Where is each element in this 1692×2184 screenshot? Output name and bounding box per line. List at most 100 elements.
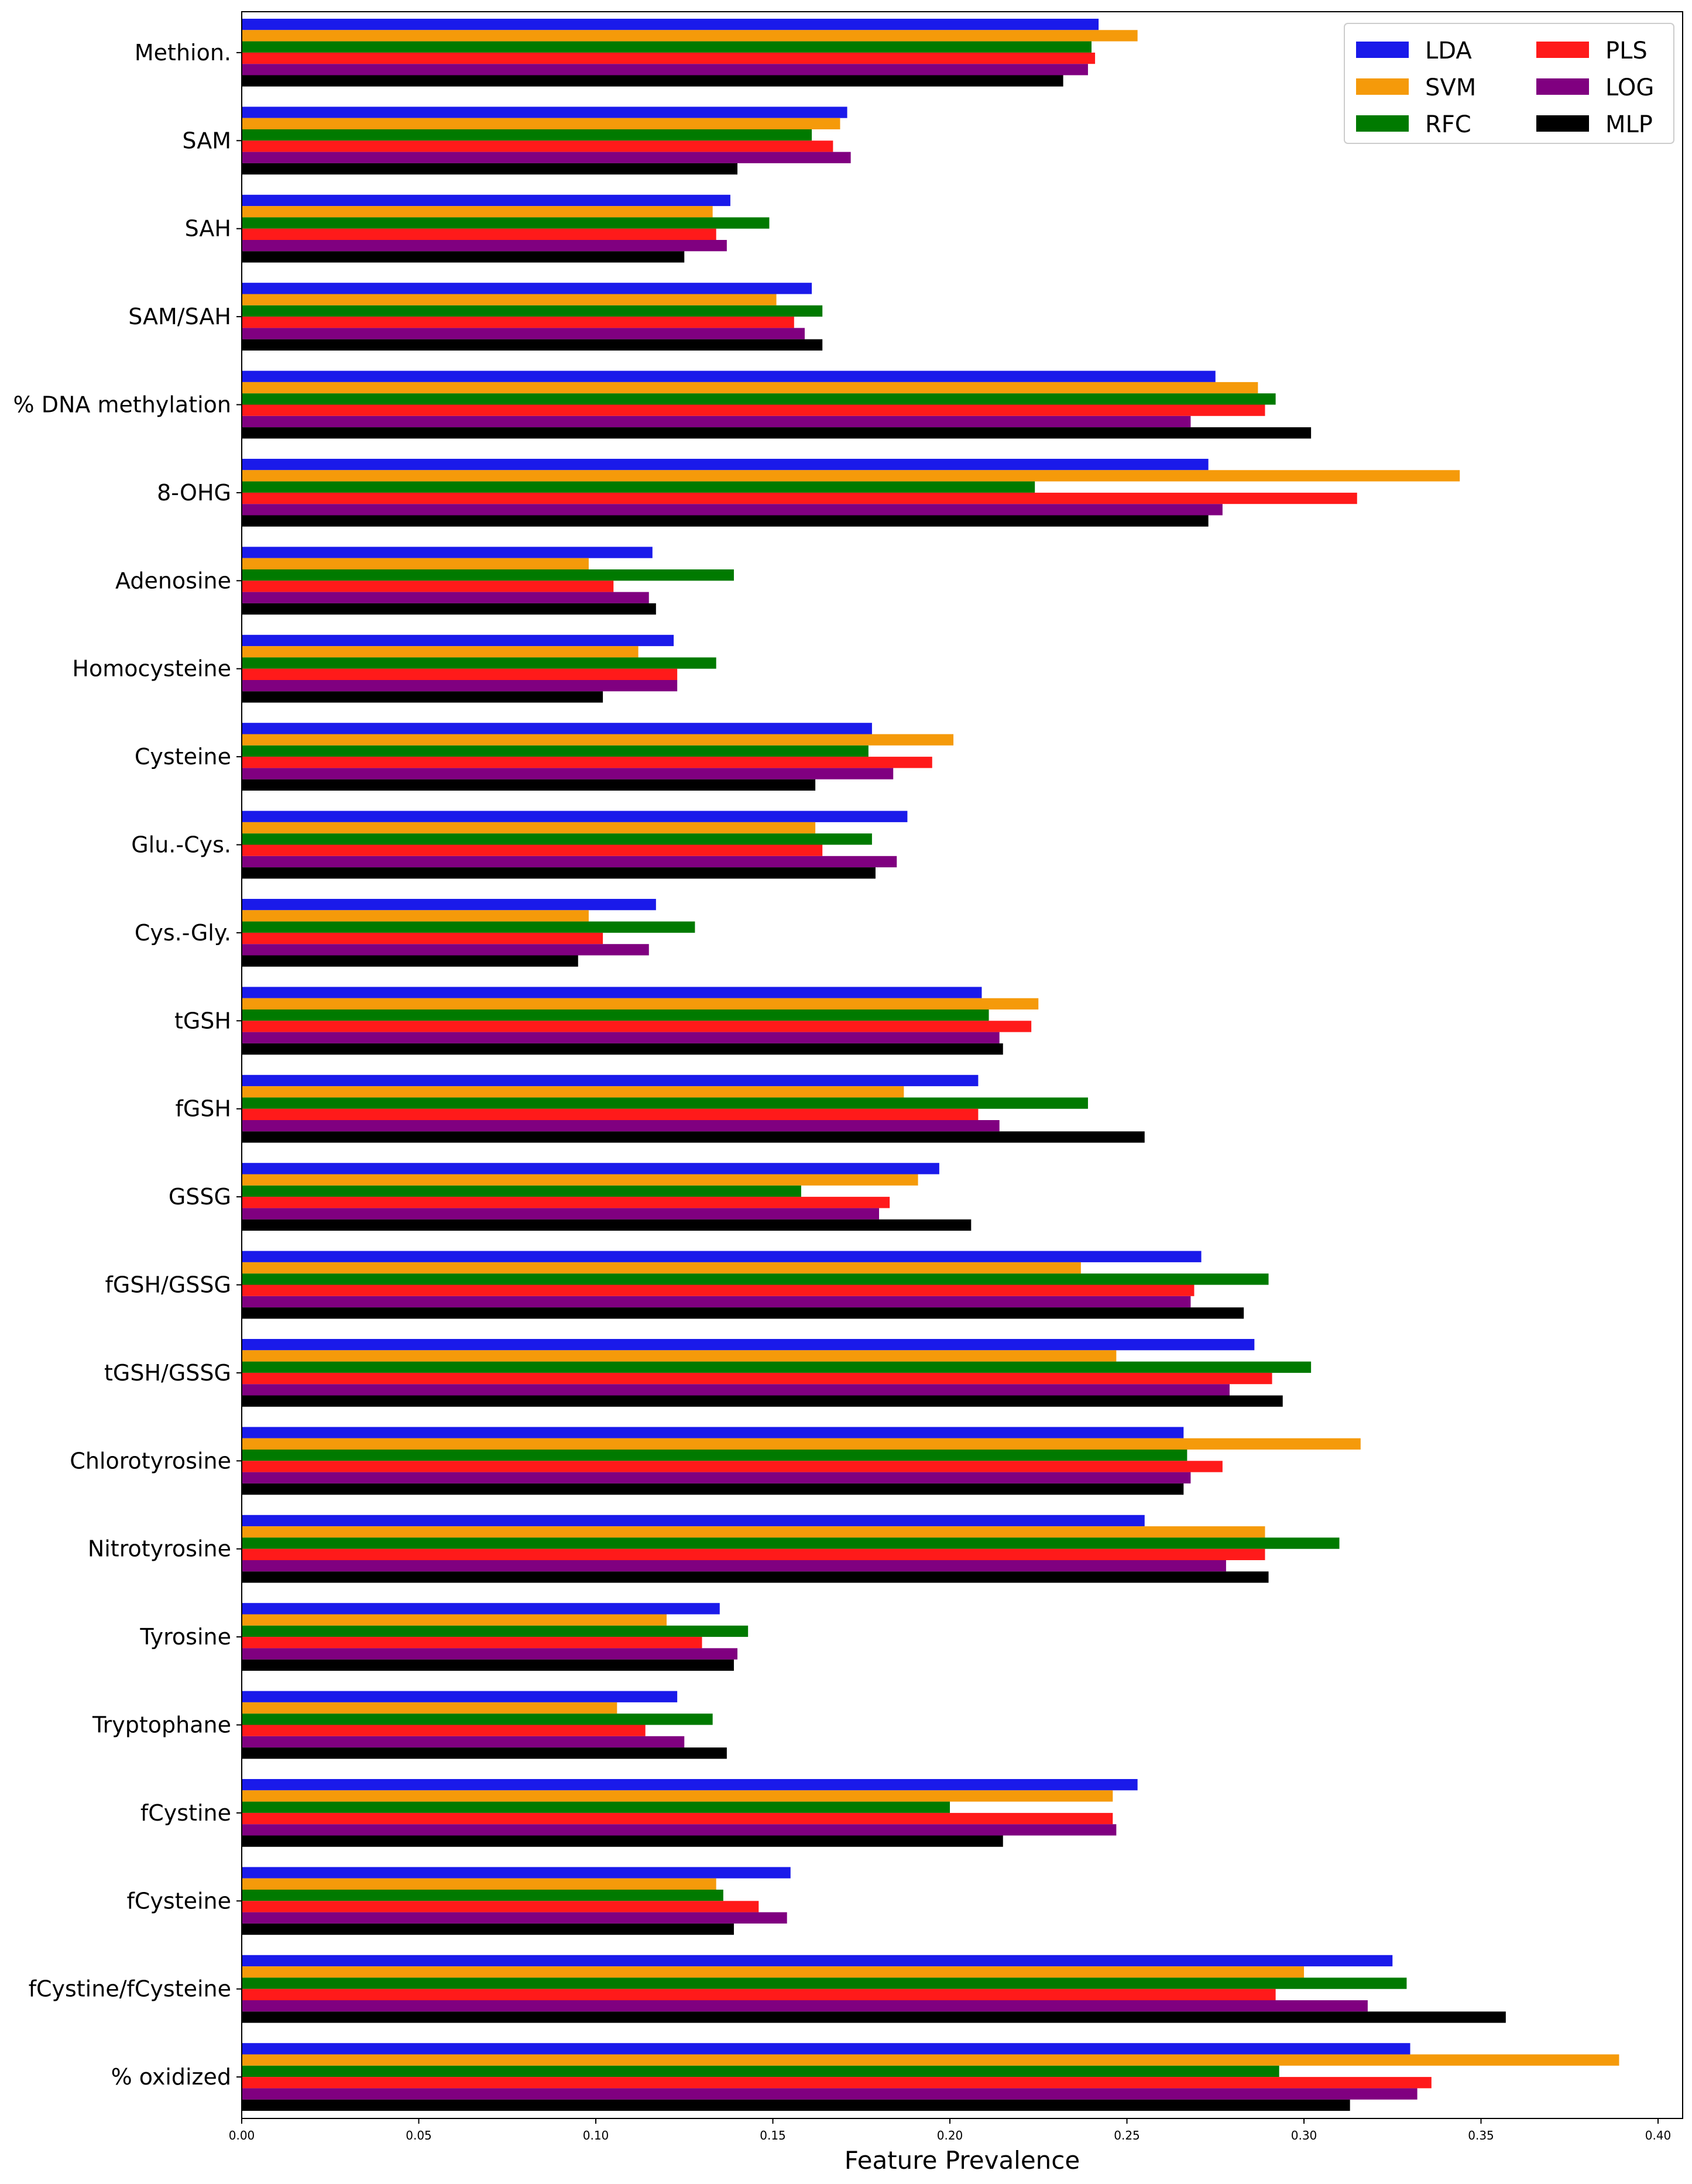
category-label: Adenosine: [115, 568, 231, 593]
bar: [242, 1120, 1000, 1132]
bar: [242, 370, 1216, 382]
bar-group: [242, 370, 1312, 439]
bar: [242, 1197, 890, 1208]
x-tick-label: 0.05: [406, 2128, 432, 2142]
legend-label: RFC: [1425, 111, 1471, 138]
bar-group: [242, 1955, 1506, 2023]
bar: [242, 1296, 1191, 1308]
bar: [242, 646, 639, 658]
bar: [242, 1108, 979, 1120]
bar: [242, 2011, 1506, 2023]
category-label: Chlorotyrosine: [70, 1448, 231, 1474]
legend-label: MLP: [1605, 111, 1653, 138]
category-label: Glu.-Cys.: [131, 832, 231, 858]
bar: [242, 680, 678, 692]
legend-swatch: [1356, 42, 1409, 58]
bar-group: [242, 1779, 1138, 1847]
legend-swatch: [1356, 78, 1409, 95]
bar-group: [242, 547, 734, 615]
category-label: % DNA methylation: [13, 392, 231, 418]
bar: [242, 1747, 727, 1759]
x-axis: 0.00 0.05 0.10 0.15 0.20 0.25 0.30 0.35 0.40: [229, 2118, 1671, 2142]
category-label: fGSH: [175, 1096, 231, 1122]
bar: [242, 1372, 1272, 1385]
bar: [242, 1208, 879, 1220]
bar: [242, 634, 674, 647]
bar: [242, 1174, 918, 1186]
bar: [242, 19, 1099, 30]
bar: [242, 393, 1276, 405]
bar: [242, 129, 812, 141]
bar: [242, 1571, 1269, 1583]
bar: [242, 163, 737, 175]
bar: [242, 2077, 1432, 2089]
bar: [242, 1713, 713, 1725]
bar: [242, 240, 727, 252]
legend-label: PLS: [1605, 37, 1648, 64]
legend-box: [1344, 23, 1674, 144]
bar: [242, 2088, 1418, 2100]
bar: [242, 152, 851, 163]
bar: [242, 328, 805, 339]
bar-group: [242, 899, 695, 967]
bar: [242, 217, 770, 229]
bar: [242, 1472, 1191, 1484]
bar: [242, 1097, 1088, 1109]
bar: [242, 1801, 950, 1813]
bar: [242, 1450, 1188, 1461]
bar: [242, 1350, 1117, 1362]
bar: [242, 1812, 1113, 1825]
bar: [242, 1009, 989, 1021]
bar: [242, 1285, 1195, 1296]
category-label: SAH: [185, 216, 231, 242]
bar: [242, 1835, 1003, 1847]
x-tick-label: 0.25: [1114, 2128, 1140, 2142]
bar: [242, 1339, 1255, 1351]
bar: [242, 305, 823, 317]
bar-group: [242, 1691, 727, 1759]
bar: [242, 1043, 1003, 1055]
bar: [242, 515, 1209, 527]
category-label: GSSG: [169, 1184, 231, 1210]
bar-group: [242, 634, 716, 703]
bar: [242, 691, 603, 703]
bar: [242, 592, 649, 603]
bar: [242, 1086, 904, 1098]
bar: [242, 1307, 1244, 1319]
category-label: fGSH/GSSG: [105, 1272, 231, 1298]
bar: [242, 404, 1265, 416]
bar: [242, 1659, 734, 1671]
category-label: Tryptophane: [92, 1712, 231, 1738]
legend-label: SVM: [1425, 74, 1476, 101]
bar: [242, 251, 685, 263]
bar: [242, 2065, 1279, 2077]
bar: [242, 52, 1096, 64]
bar: [242, 1262, 1081, 1274]
bar: [242, 1185, 801, 1197]
bar: [242, 1901, 759, 1912]
bar: [242, 294, 777, 305]
bar: [242, 1074, 979, 1087]
bar: [242, 1824, 1117, 1836]
bar: [242, 1890, 723, 1901]
category-label: Nitrotyrosine: [88, 1536, 231, 1562]
bar-group: [242, 1867, 791, 1935]
bar: [242, 194, 730, 207]
bar-group: [242, 1163, 972, 1231]
bar-group: [242, 2043, 1619, 2111]
bar: [242, 64, 1088, 75]
bar: [242, 581, 614, 592]
bar: [242, 1427, 1184, 1438]
x-tick-label: 0.10: [583, 2128, 609, 2142]
x-tick-label: 0.20: [937, 2128, 963, 2142]
bar: [242, 107, 847, 118]
bar: [242, 339, 823, 351]
bar: [242, 1790, 1113, 1802]
bar-group: [242, 19, 1138, 87]
bar: [242, 1736, 685, 1748]
bar: [242, 1361, 1312, 1373]
bar: [242, 140, 833, 152]
bar: [242, 1989, 1276, 2000]
